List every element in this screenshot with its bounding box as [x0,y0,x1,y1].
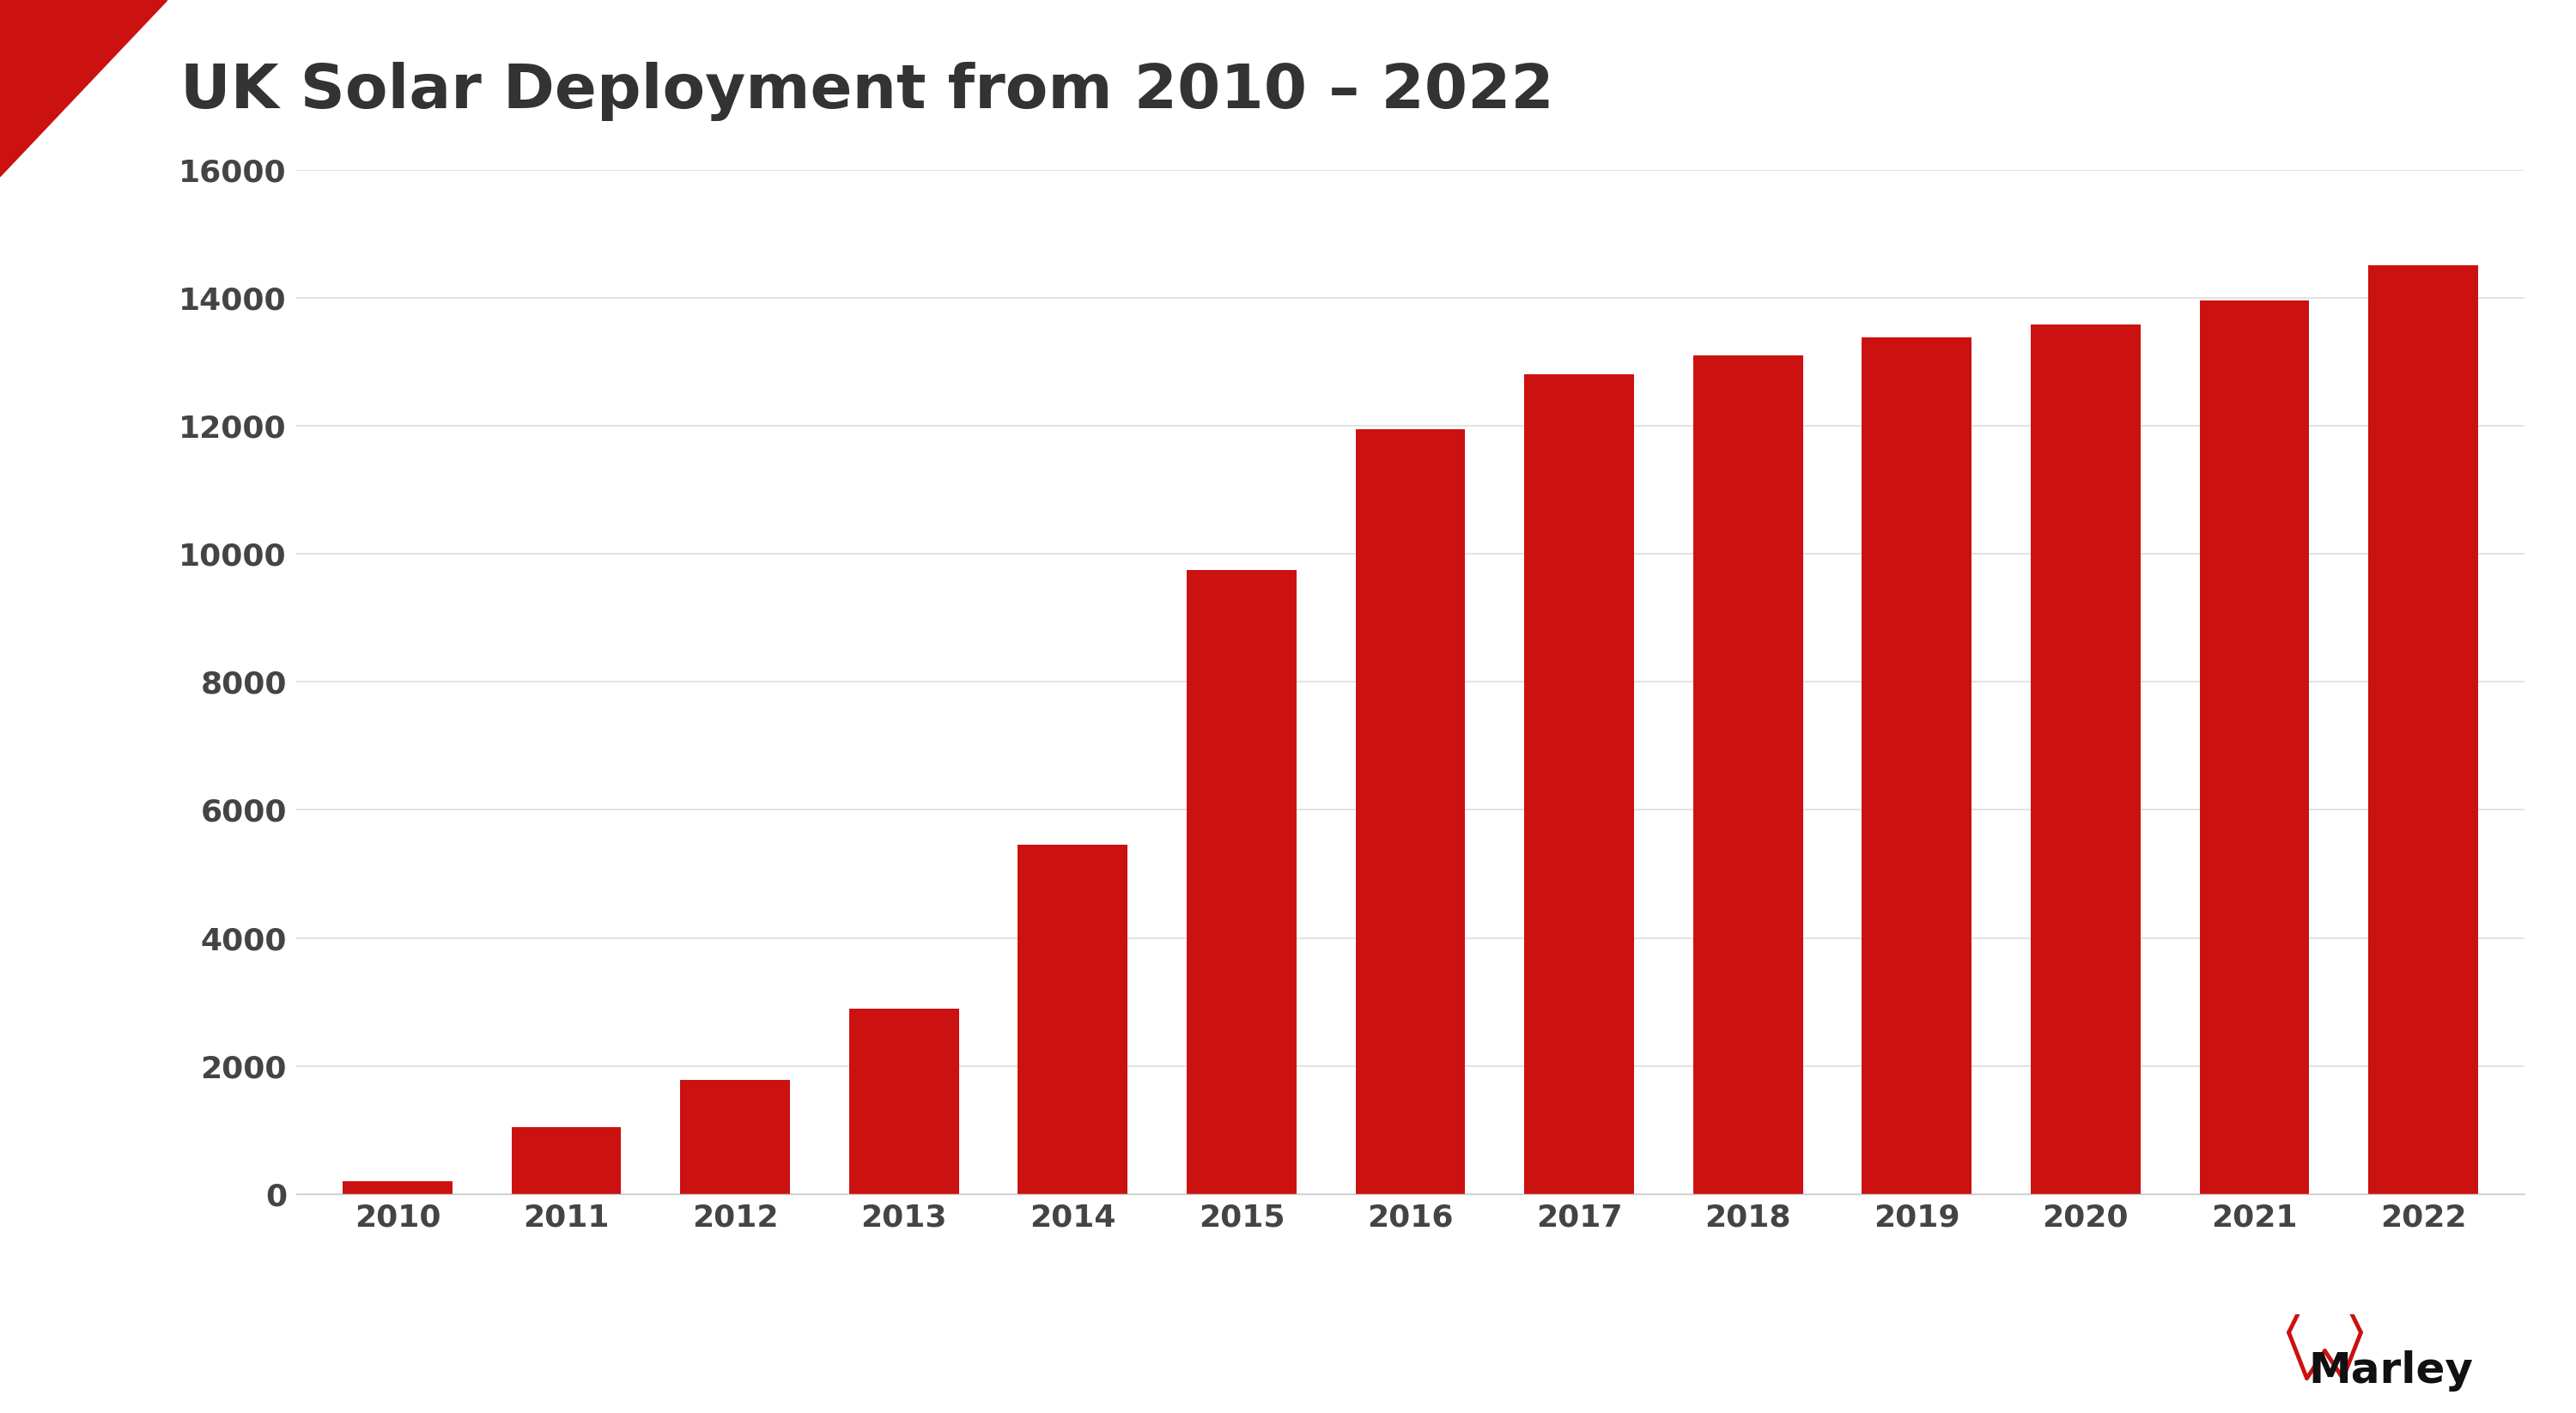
Text: Marley: Marley [2308,1349,2473,1392]
Bar [1355,430,1466,1194]
Polygon shape [0,0,167,177]
Bar [1018,845,1128,1194]
Bar [343,1181,453,1194]
Bar [513,1126,621,1194]
Bar [1525,374,1633,1194]
Bar [850,1009,958,1194]
Bar [2367,266,2478,1194]
Bar [680,1080,791,1194]
Bar [2200,301,2308,1194]
Text: Capacity over time (Years): Capacity over time (Years) [1020,1239,1556,1275]
Text: UK Solar Deployment from 2010 – 2022: UK Solar Deployment from 2010 – 2022 [180,62,1553,122]
Text: Solar capacity (Megawatts): Solar capacity (Megawatts) [39,424,70,940]
Bar [1188,569,1296,1194]
Bar [1862,338,1971,1194]
Bar [1692,355,1803,1194]
Bar [2030,325,2141,1194]
